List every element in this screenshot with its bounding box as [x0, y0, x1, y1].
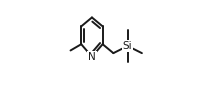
Text: Si: Si	[123, 41, 132, 51]
Text: N: N	[88, 52, 96, 62]
